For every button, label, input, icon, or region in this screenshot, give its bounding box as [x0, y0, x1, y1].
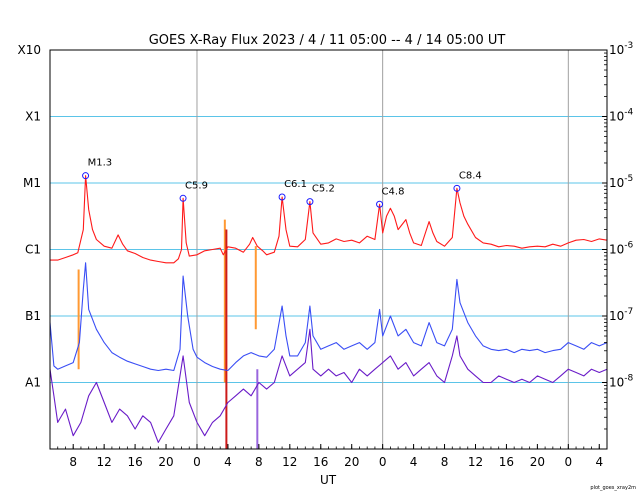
x-tick-label-8: 16: [313, 455, 328, 469]
flux-label-2: 10-5: [609, 174, 633, 190]
series-line-2: [49, 328, 608, 443]
flare-label-2: C6.1: [284, 179, 307, 190]
x-tick-label-10: 0: [379, 455, 387, 469]
x-tick-label-6: 8: [255, 455, 263, 469]
flare-marker-0: [82, 172, 90, 180]
class-label-c1: C1: [25, 243, 41, 257]
chart-title: GOES X-Ray Flux 2023 / 4 / 11 05:00 -- 4…: [149, 33, 506, 48]
x-tick-label-15: 20: [530, 455, 545, 469]
x-tick-label-4: 0: [193, 455, 201, 469]
flare-marker-5: [453, 184, 461, 192]
flux-label-0: 10-3: [609, 41, 633, 57]
flare-marker-3: [306, 198, 314, 206]
flare-label-3: C5.2: [312, 184, 335, 195]
flux-label-4: 10-7: [609, 307, 633, 323]
x-tick-label-12: 8: [441, 455, 449, 469]
x-tick-label-16: 0: [564, 455, 572, 469]
flare-label-4: C4.8: [382, 186, 405, 197]
x-tick-label-13: 12: [468, 455, 483, 469]
x-tick-label-5: 4: [224, 455, 232, 469]
x-tick-label-0: 8: [69, 455, 77, 469]
x-tick-label-1: 12: [97, 455, 112, 469]
flux-label-5: 10-8: [609, 374, 634, 390]
x-tick-label-11: 4: [410, 455, 418, 469]
flare-label-1: C5.9: [185, 180, 208, 191]
flare-marker-1: [179, 194, 187, 202]
x-tick-label-14: 16: [499, 455, 514, 469]
x-axis-label: UT: [320, 473, 337, 487]
flare-label-0: M1.3: [88, 158, 113, 169]
credit-text: plot_goes_xray2m: [590, 485, 636, 491]
class-label-x1: X1: [25, 110, 41, 124]
series-line-1: [49, 262, 608, 372]
flare-label-5: C8.4: [459, 170, 482, 181]
x-tick-label-3: 20: [158, 455, 173, 469]
class-label-x10: X10: [18, 43, 42, 57]
x-tick-label-7: 12: [282, 455, 297, 469]
flare-marker-4: [376, 200, 384, 208]
class-label-m1: M1: [23, 176, 41, 190]
flare-marker-2: [278, 193, 286, 201]
flux-label-1: 10-4: [609, 108, 634, 124]
x-tick-label-9: 20: [344, 455, 359, 469]
x-tick-label-2: 16: [127, 455, 142, 469]
class-label-b1: B1: [25, 309, 41, 323]
series-line-0: [50, 175, 608, 264]
class-label-a1: A1: [25, 376, 41, 390]
x-tick-label-17: 4: [595, 455, 603, 469]
flux-label-3: 10-6: [609, 241, 634, 257]
